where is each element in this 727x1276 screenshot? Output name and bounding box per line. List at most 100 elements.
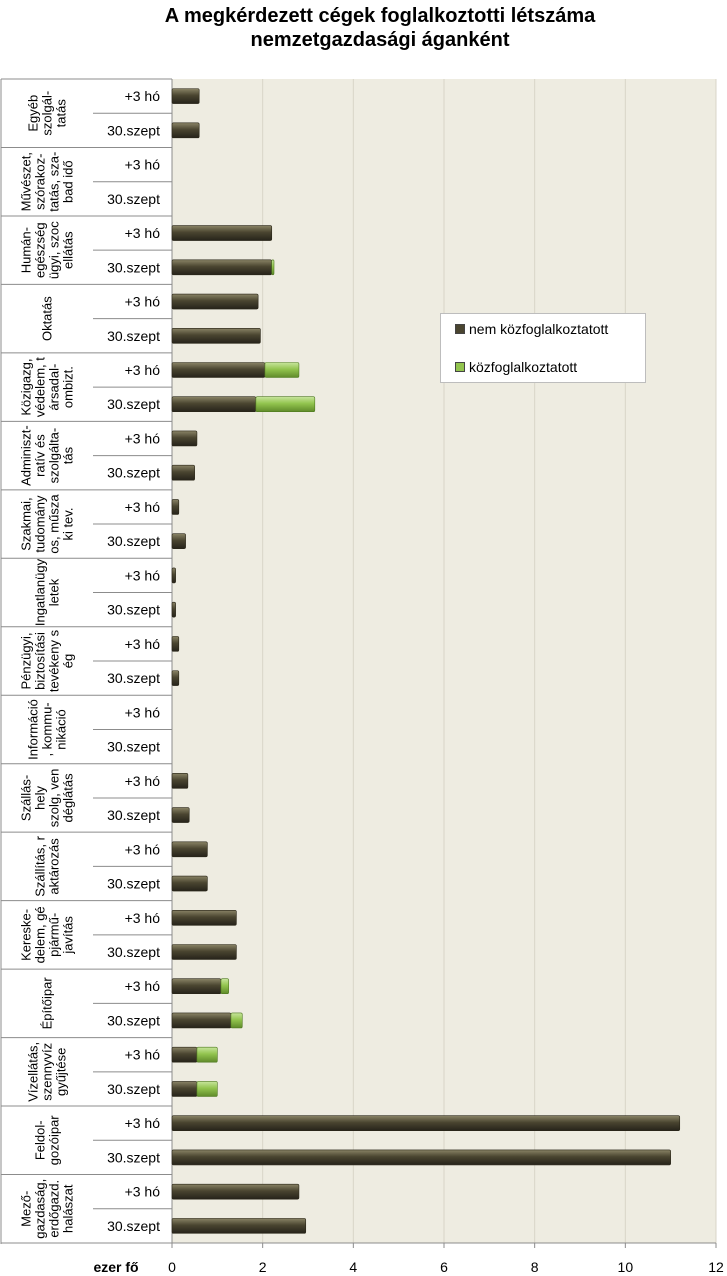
bar-label: 30.szept	[107, 465, 160, 481]
bar-label: 30.szept	[107, 533, 160, 549]
group-label-line: szolgálta-	[47, 428, 62, 484]
group-label-line: Kereske-	[19, 909, 34, 961]
legend-item-kozfoglalkoztatott: közfoglalkoztatott	[455, 359, 577, 375]
bar-label: +3 hó	[125, 910, 161, 926]
bar-label: 30.szept	[107, 876, 160, 892]
bar-label: 30.szept	[107, 944, 160, 960]
group-label-line: bad idő	[61, 160, 76, 203]
bar-nem-kozfoglalkoztatott	[171, 396, 257, 413]
group-label-line: déglátás	[61, 773, 76, 823]
group-label-line: erdőgazd.	[47, 1180, 62, 1238]
bar-nem-kozfoglalkoztatott	[171, 601, 176, 618]
group-label-line: szórakoz-	[33, 154, 48, 210]
group-label-line: os, műsza	[47, 494, 62, 554]
group-label-line: tás	[61, 446, 76, 464]
bar-label: +3 hó	[125, 636, 161, 652]
bar-nem-kozfoglalkoztatott	[171, 259, 273, 276]
bar-label: +3 hó	[125, 1184, 161, 1200]
group-label-line: delem, gé	[33, 906, 48, 963]
bar-kozfoglalkoztatott	[255, 396, 316, 413]
group-label-11: Szállítás, raktározás	[33, 835, 62, 896]
bar-nem-kozfoglalkoztatott	[171, 464, 195, 481]
bar-label: 30.szept	[107, 1012, 160, 1028]
group-label-line: , kommu-	[40, 702, 55, 756]
group-label-16: Mező-gazdaság,erdőgazd.halászat	[19, 1179, 76, 1239]
bar-label: 30.szept	[107, 191, 160, 207]
group-label-line: ki tev.	[61, 508, 76, 541]
group-label-14: Vízellátás,szennyvízgyűjtése	[26, 1042, 69, 1102]
bar-kozfoglalkoztatott	[271, 259, 275, 276]
group-label-line: Szállás-	[19, 775, 34, 821]
group-label-5: Adminiszt-ratív ésszolgálta-tás	[19, 425, 76, 486]
group-label-line: tudomány	[33, 495, 48, 553]
x-tick-label-12: 12	[708, 1259, 724, 1275]
group-label-line: tevékeny s	[47, 629, 62, 692]
group-label-line: tatás, sza-	[47, 152, 62, 212]
group-label-8: Pénzügyi,biztosításitevékeny ség	[19, 629, 76, 692]
x-axis-title: ezer fő	[93, 1259, 138, 1275]
group-label-0: Egyébszolgál-tatás	[26, 91, 69, 136]
bar-nem-kozfoglalkoztatott	[171, 88, 200, 104]
group-label-line: gazdaság,	[33, 1179, 48, 1239]
bar-nem-kozfoglalkoztatott	[171, 1046, 198, 1063]
group-label-line: tatás	[54, 99, 69, 128]
legend-swatch-dark	[455, 324, 465, 335]
bar-label: +3 hó	[125, 567, 161, 583]
bar-nem-kozfoglalkoztatott	[171, 1012, 232, 1029]
bar-nem-kozfoglalkoztatott	[171, 293, 259, 310]
x-tick-label-6: 6	[440, 1259, 448, 1275]
bar-nem-kozfoglalkoztatott	[171, 1218, 307, 1234]
bar-label: 30.szept	[107, 807, 160, 823]
bar-label: +3 hó	[125, 1047, 161, 1063]
chart-title-line-2: nemzetgazdasági áganként	[250, 29, 510, 51]
group-label-3: Oktatás	[40, 296, 55, 341]
bar-kozfoglalkoztatott	[196, 1046, 218, 1063]
group-label-line: Adminiszt-	[19, 425, 34, 486]
group-label-line: gyűjtése	[54, 1048, 69, 1096]
bar-label: +3 hó	[125, 499, 161, 515]
bar-label: +3 hó	[125, 225, 161, 241]
bar-label: +3 hó	[125, 978, 161, 994]
bar-label: +3 hó	[125, 704, 161, 720]
bar-nem-kozfoglalkoztatott	[171, 122, 200, 139]
legend-label-kozfoglalkoztatott: közfoglalkoztatott	[469, 359, 578, 375]
group-label-9: Információ, kommu-nikáció	[26, 699, 69, 760]
chart-title: A megkérdezett cégek foglalkoztotti léts…	[0, 4, 727, 52]
bar-label: 30.szept	[107, 602, 160, 618]
group-label-line: ratív és	[33, 434, 48, 477]
group-label-line: ellátás	[61, 231, 76, 269]
bar-label: +3 hó	[125, 430, 161, 446]
group-label-line: Feldol-	[33, 1120, 48, 1160]
bar-label: +3 hó	[125, 841, 161, 857]
group-label-line: ég	[61, 654, 76, 668]
bar-label: +3 hó	[125, 773, 161, 789]
group-label-4: Közigazg,védelem, társadal-ombizt.	[19, 357, 76, 417]
group-label-line: Mező-	[19, 1191, 34, 1227]
bar-nem-kozfoglalkoztatott	[171, 1081, 198, 1097]
group-label-6: Szakmai,tudományos, műszaki tev.	[19, 494, 76, 554]
x-tick-label-8: 8	[531, 1259, 539, 1275]
group-label-line: Vízellátás,	[26, 1042, 41, 1102]
group-label-line: egészség	[33, 222, 48, 278]
group-label-line: Humán-	[19, 227, 34, 273]
bar-nem-kozfoglalkoztatott	[171, 1149, 671, 1166]
bar-kozfoglalkoztatott	[196, 1081, 218, 1097]
x-tick-label-4: 4	[349, 1259, 357, 1275]
group-label-line: ombizt.	[61, 366, 76, 408]
bar-nem-kozfoglalkoztatott	[171, 499, 180, 515]
group-label-line: Építőipar	[40, 977, 55, 1030]
bar-label: +3 hó	[125, 294, 161, 310]
group-label-line: védelem, t	[33, 357, 48, 417]
group-label-12: Kereske-delem, gépjármű-javítás	[19, 906, 76, 963]
group-label-line: ársadal-	[47, 364, 62, 411]
bar-nem-kozfoglalkoztatott	[171, 773, 189, 789]
group-label-15: Feldol-gozóipar	[33, 1115, 62, 1166]
bar-kozfoglalkoztatott	[264, 362, 300, 378]
legend-swatch-green	[455, 362, 465, 373]
group-label-line: szennyvíz	[40, 1043, 55, 1101]
bar-nem-kozfoglalkoztatott	[171, 841, 208, 858]
group-label-10: Szállás-helyszolg, vendéglátás	[19, 769, 76, 828]
bar-nem-kozfoglalkoztatott	[171, 670, 180, 686]
group-label-line: nikáció	[54, 709, 69, 749]
